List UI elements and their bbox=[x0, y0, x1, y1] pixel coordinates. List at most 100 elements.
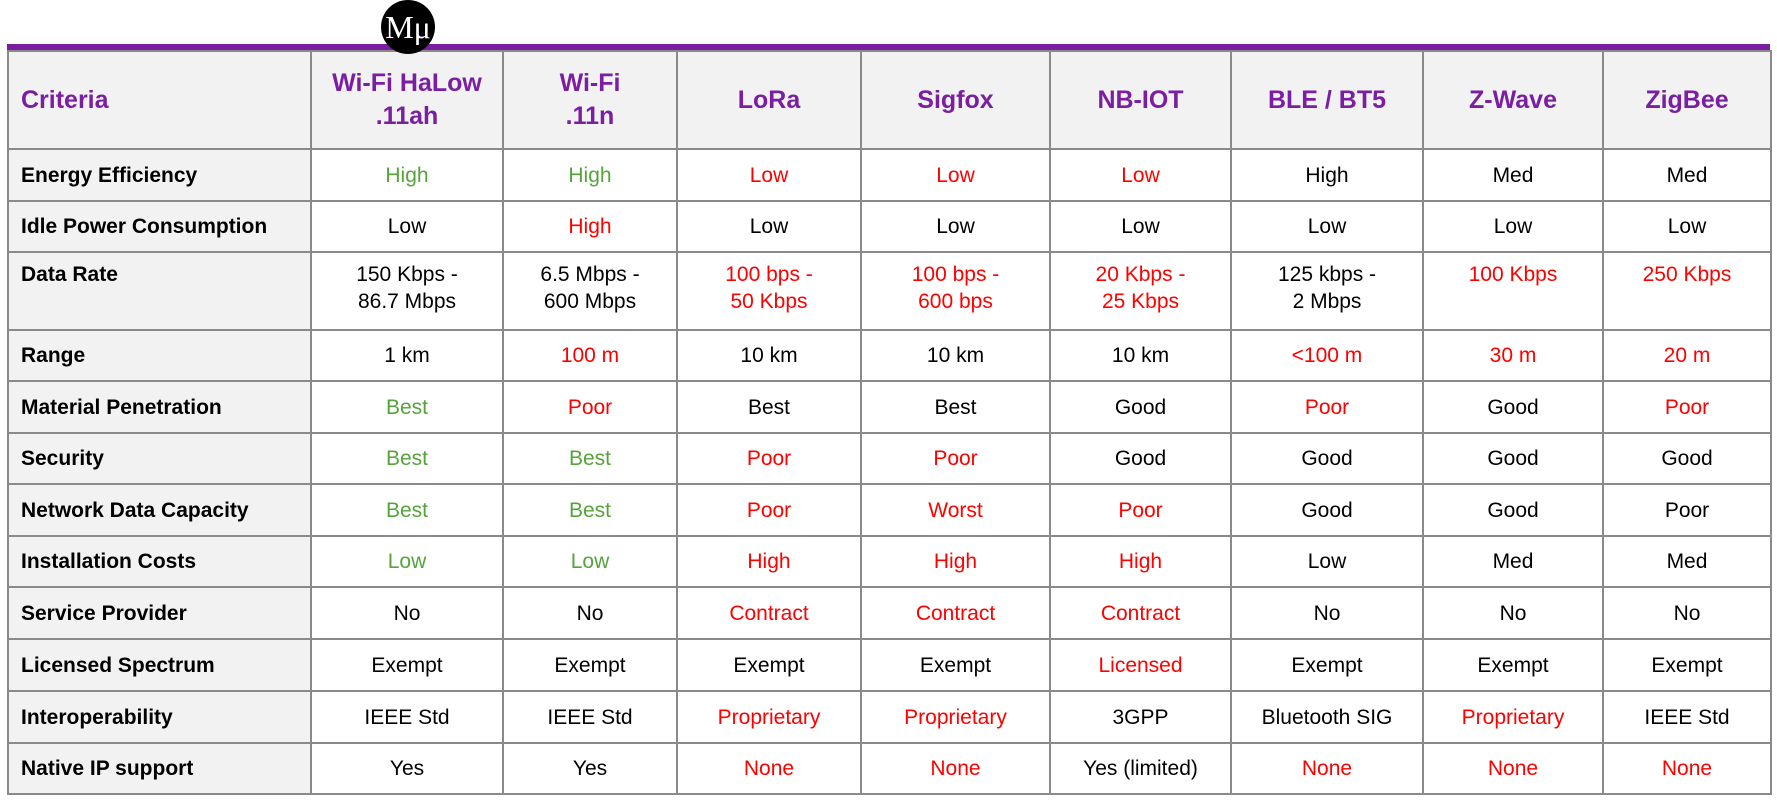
criterion-cell: Range bbox=[7, 329, 312, 382]
value-cell: Exempt bbox=[860, 638, 1051, 692]
value-cell: Poor bbox=[676, 432, 862, 485]
value-cell: Low bbox=[1422, 200, 1604, 253]
value-cell: Low bbox=[1602, 200, 1772, 253]
criterion-cell: Energy Efficiency bbox=[7, 148, 312, 202]
value-cell: Low bbox=[1049, 200, 1232, 253]
value-cell: Licensed bbox=[1049, 638, 1232, 692]
value-cell: IEEE Std bbox=[1602, 690, 1772, 744]
table-row: Security Best Best Poor Poor Good Good Good Good bbox=[7, 432, 1772, 485]
value-cell: IEEE Std bbox=[310, 690, 504, 744]
column-header: Wi-Fi HaLow .11ah bbox=[310, 50, 504, 150]
value-cell: Exempt bbox=[1422, 638, 1604, 692]
value-cell: Med bbox=[1422, 148, 1604, 202]
value-cell: High bbox=[676, 535, 862, 588]
value-cell: Best bbox=[502, 483, 678, 537]
value-cell: 100 bps - 600 bps bbox=[860, 251, 1051, 331]
criterion-cell: Data Rate bbox=[7, 251, 312, 331]
criterion-cell: Network Data Capacity bbox=[7, 483, 312, 537]
value-cell: Best bbox=[310, 432, 504, 485]
value-cell: Low bbox=[502, 535, 678, 588]
value-cell: Good bbox=[1049, 432, 1232, 485]
value-cell: Bluetooth SIG bbox=[1230, 690, 1424, 744]
header-row: Criteria Wi-Fi HaLow .11ah Wi-Fi .11n LoRa S… bbox=[7, 50, 1772, 150]
table-row: Licensed Spectrum Exempt Exempt Exempt Exemp… bbox=[7, 638, 1772, 692]
value-cell: Low bbox=[310, 535, 504, 588]
column-header: Z-Wave bbox=[1422, 50, 1604, 150]
value-cell: Exempt bbox=[502, 638, 678, 692]
value-cell: Low bbox=[676, 200, 862, 253]
value-cell: No bbox=[310, 586, 504, 640]
value-cell: Low bbox=[310, 200, 504, 253]
value-cell: No bbox=[1422, 586, 1604, 640]
value-cell: IEEE Std bbox=[502, 690, 678, 744]
value-cell: 10 km bbox=[860, 329, 1051, 382]
column-header: Sigfox bbox=[860, 50, 1051, 150]
value-cell: Poor bbox=[1230, 380, 1424, 434]
value-cell: Poor bbox=[860, 432, 1051, 485]
table-row: Idle Power Consumption Low High Low Low Low Lo… bbox=[7, 200, 1772, 253]
value-cell: Good bbox=[1230, 483, 1424, 537]
value-cell: Contract bbox=[1049, 586, 1232, 640]
value-cell: Poor bbox=[1602, 380, 1772, 434]
value-cell: High bbox=[1230, 148, 1424, 202]
value-cell: Exempt bbox=[310, 638, 504, 692]
value-cell: Yes bbox=[502, 742, 678, 795]
value-cell: Poor bbox=[676, 483, 862, 537]
logo: Mμ bbox=[381, 0, 435, 54]
value-cell: Good bbox=[1422, 380, 1604, 434]
column-header: LoRa bbox=[676, 50, 862, 150]
table-row: Native IP support Yes Yes None None Yes (limi… bbox=[7, 742, 1772, 795]
criterion-cell: Security bbox=[7, 432, 312, 485]
value-cell: 3GPP bbox=[1049, 690, 1232, 744]
value-cell: Best bbox=[502, 432, 678, 485]
value-cell: None bbox=[1602, 742, 1772, 795]
value-cell: 100 bps - 50 Kbps bbox=[676, 251, 862, 331]
value-cell: 150 Kbps - 86.7 Mbps bbox=[310, 251, 504, 331]
value-cell: Good bbox=[1049, 380, 1232, 434]
column-header: Criteria bbox=[7, 50, 312, 150]
criterion-cell: Licensed Spectrum bbox=[7, 638, 312, 692]
table-row: Service Provider No No Contract Contract Cont… bbox=[7, 586, 1772, 640]
value-cell: 125 kbps - 2 Mbps bbox=[1230, 251, 1424, 331]
value-cell: Yes bbox=[310, 742, 504, 795]
value-cell: High bbox=[502, 200, 678, 253]
value-cell: Good bbox=[1602, 432, 1772, 485]
value-cell: Poor bbox=[1602, 483, 1772, 537]
value-cell: Best bbox=[310, 483, 504, 537]
value-cell: 6.5 Mbps - 600 Mbps bbox=[502, 251, 678, 331]
value-cell: 100 Kbps bbox=[1422, 251, 1604, 331]
value-cell: High bbox=[1049, 535, 1232, 588]
table-row: Network Data Capacity Best Best Poor Worst Po… bbox=[7, 483, 1772, 537]
value-cell: Low bbox=[1230, 200, 1424, 253]
value-cell: 20 m bbox=[1602, 329, 1772, 382]
value-cell: Proprietary bbox=[1422, 690, 1604, 744]
value-cell: Exempt bbox=[1230, 638, 1424, 692]
criterion-cell: Idle Power Consumption bbox=[7, 200, 312, 253]
table-row: Interoperability IEEE Std IEEE Std Propriet… bbox=[7, 690, 1772, 744]
table-row: Installation Costs Low Low High High High Low M… bbox=[7, 535, 1772, 588]
value-cell: Good bbox=[1422, 432, 1604, 485]
value-cell: Exempt bbox=[676, 638, 862, 692]
column-header: ZigBee bbox=[1602, 50, 1772, 150]
criterion-cell: Service Provider bbox=[7, 586, 312, 640]
value-cell: None bbox=[676, 742, 862, 795]
value-cell: 1 km bbox=[310, 329, 504, 382]
value-cell: 30 m bbox=[1422, 329, 1604, 382]
value-cell: Good bbox=[1230, 432, 1424, 485]
value-cell: Contract bbox=[860, 586, 1051, 640]
value-cell: 10 km bbox=[1049, 329, 1232, 382]
value-cell: Poor bbox=[1049, 483, 1232, 537]
value-cell: Best bbox=[310, 380, 504, 434]
value-cell: Low bbox=[1049, 148, 1232, 202]
value-cell: No bbox=[1602, 586, 1772, 640]
value-cell: Poor bbox=[502, 380, 678, 434]
criterion-cell: Native IP support bbox=[7, 742, 312, 795]
value-cell: Worst bbox=[860, 483, 1051, 537]
value-cell: <100 m bbox=[1230, 329, 1424, 382]
value-cell: 250 Kbps bbox=[1602, 251, 1772, 331]
column-header: Wi-Fi .11n bbox=[502, 50, 678, 150]
criterion-cell: Material Penetration bbox=[7, 380, 312, 434]
value-cell: Yes (limited) bbox=[1049, 742, 1232, 795]
value-cell: 10 km bbox=[676, 329, 862, 382]
